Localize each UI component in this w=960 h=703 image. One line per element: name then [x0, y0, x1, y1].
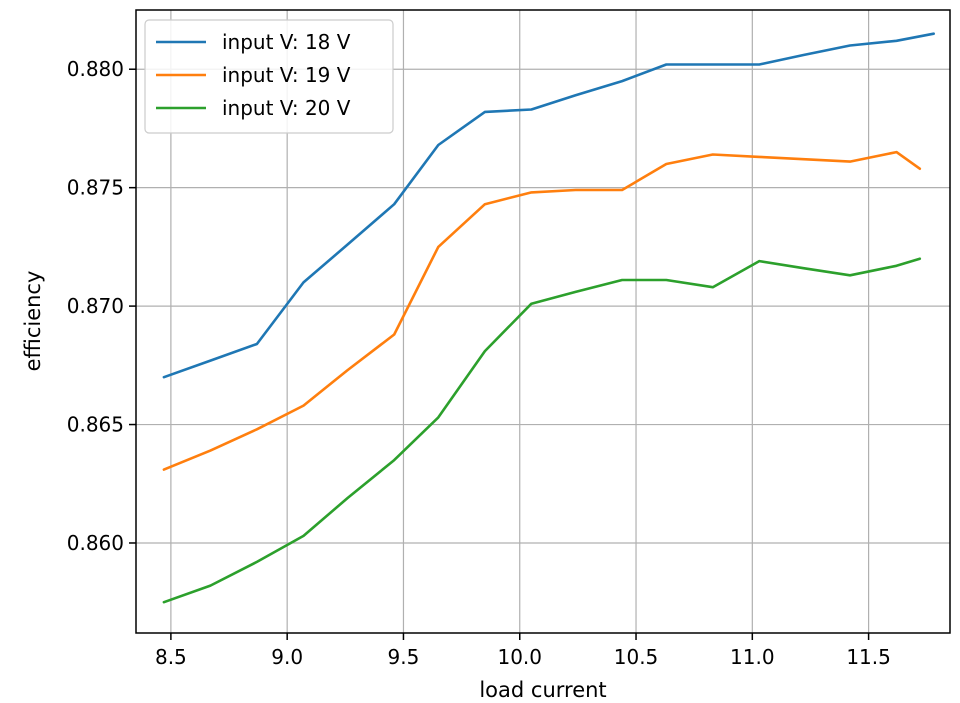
series-line-3	[162, 257, 922, 604]
y-tick-label: 0.880	[67, 57, 124, 81]
y-axis: 0.860 0.865 0.870 0.875 0.880	[67, 57, 136, 555]
y-axis-label: efficiency	[21, 271, 45, 372]
legend-frame	[144, 19, 394, 134]
x-axis: 8.5 9.0 9.5 10.0 10.5 11.0 11.5	[155, 633, 891, 669]
y-tick-label: 0.860	[67, 531, 124, 555]
legend-label-3: input V: 20 V	[222, 96, 351, 120]
x-tick-label: 10.0	[497, 645, 542, 669]
series-lines	[162, 32, 936, 604]
x-tick-label: 9.5	[388, 645, 420, 669]
x-tick-label: 11.0	[730, 645, 775, 669]
y-tick-label: 0.865	[67, 413, 124, 437]
y-tick-label: 0.870	[67, 294, 124, 318]
legend-label-1: input V: 18 V	[222, 30, 351, 54]
series-line-1	[162, 32, 936, 379]
legend-label-2: input V: 19 V	[222, 63, 351, 87]
y-tick-label: 0.875	[67, 176, 124, 200]
x-tick-label: 9.0	[271, 645, 303, 669]
legend: input V: 18 V input V: 19 V input V: 20 V	[144, 19, 394, 134]
x-tick-label: 8.5	[155, 645, 187, 669]
series-line-2	[162, 150, 922, 471]
plot-frame	[135, 9, 951, 634]
x-axis-label: load current	[479, 678, 606, 702]
x-tick-label: 10.5	[614, 645, 659, 669]
x-tick-label: 11.5	[846, 645, 891, 669]
